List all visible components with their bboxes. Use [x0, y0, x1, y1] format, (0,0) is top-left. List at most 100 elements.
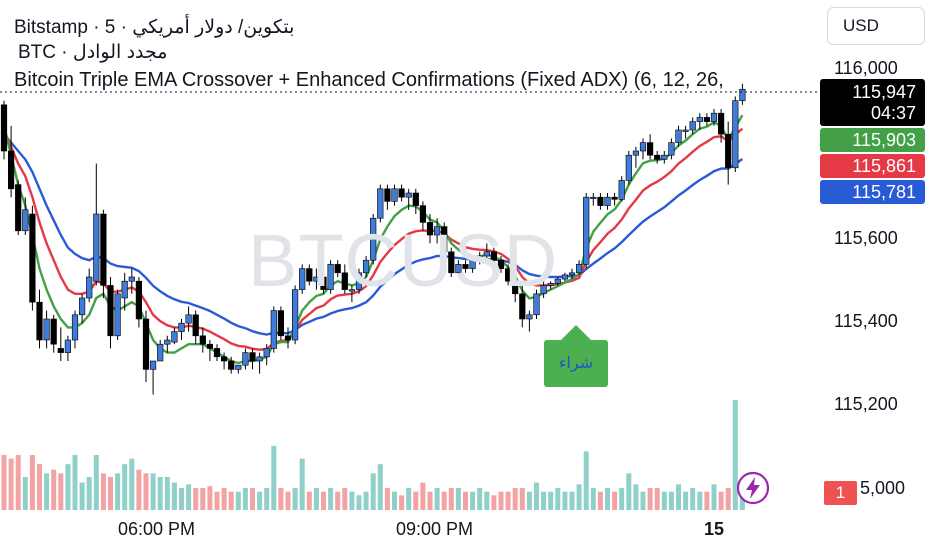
volume-bar [512, 488, 518, 510]
candle-body [284, 335, 292, 341]
candle [355, 268, 363, 294]
lightning-icon[interactable] [736, 471, 770, 505]
volume-bar [207, 486, 213, 510]
candle [661, 151, 668, 164]
candle-body [334, 264, 341, 274]
candle-body [426, 222, 434, 236]
candle-body [462, 264, 469, 269]
candle [0, 100, 8, 160]
candle [79, 293, 86, 324]
indicator-title[interactable]: Bitcoin Triple EMA Crossover + Enhanced … [14, 69, 724, 91]
candle-body [178, 322, 185, 332]
candle [455, 260, 462, 277]
candle-body [142, 318, 150, 370]
candle-body [71, 314, 79, 341]
volume-bar [548, 491, 554, 510]
volume-bar [257, 491, 263, 510]
candle-body [370, 217, 377, 261]
volume-bar [37, 464, 42, 510]
candle-body [242, 352, 249, 366]
volume-bar [498, 491, 504, 510]
y-tick-label: 116,000 [834, 58, 898, 78]
candle-body [100, 213, 107, 286]
volume-bar [519, 488, 525, 510]
candle [384, 184, 391, 210]
candle [150, 360, 157, 395]
volume-bar [285, 491, 291, 510]
candle-body [256, 356, 263, 362]
candle [405, 188, 412, 210]
volume-bar [470, 491, 476, 510]
volume-bar [143, 473, 149, 510]
candle-body [377, 188, 384, 219]
candle [433, 218, 441, 244]
candle [8, 125, 15, 198]
volume-bar [590, 488, 596, 510]
candle-body [547, 282, 554, 286]
candle [590, 193, 597, 206]
candle [93, 163, 100, 286]
candle [682, 125, 689, 139]
volume-bar [342, 488, 348, 510]
volume-bar [491, 495, 497, 510]
last-price-label: 115,947 04:37 [820, 79, 925, 126]
volume-bar [526, 491, 532, 510]
candle-body [639, 142, 647, 152]
symbol-header[interactable]: Bitstamp · 5 · بتكوين/ دولار أمريكي [14, 17, 295, 38]
volume-bar [427, 491, 433, 510]
volume-bar [619, 488, 625, 510]
x-tick-label: 15 [704, 519, 725, 539]
volume-bar [370, 473, 376, 510]
candle-body [604, 196, 611, 206]
currency-button[interactable]: USD [827, 7, 925, 45]
candle-body [43, 318, 50, 341]
volume-bar [697, 491, 703, 510]
ema-fast-label: 115,903 [820, 128, 925, 152]
candle-body [157, 343, 164, 362]
candle-body [348, 289, 356, 292]
candle [128, 268, 135, 294]
candle [15, 180, 22, 235]
candle [654, 151, 661, 164]
candle-body [135, 280, 143, 320]
candle-body [355, 272, 363, 290]
candle-body [150, 360, 157, 370]
candle [618, 176, 625, 202]
candle [717, 109, 725, 143]
candle [164, 335, 171, 353]
volume-bar [605, 488, 610, 510]
candle [512, 277, 519, 303]
candle-body [483, 251, 490, 257]
candle [412, 188, 419, 214]
volume-bar [1, 455, 7, 510]
candle-body [228, 360, 235, 370]
candle [739, 83, 746, 105]
x-tick-label: 09:00 PM [396, 519, 474, 539]
candle [526, 310, 533, 332]
candle-body [263, 348, 270, 358]
candle [320, 272, 327, 294]
candle-body [533, 293, 540, 316]
volume-bar [384, 488, 390, 510]
candle [490, 247, 498, 265]
volume-bar [406, 488, 412, 510]
volume-bar [626, 473, 632, 510]
candle-body [519, 293, 526, 320]
candle [398, 184, 405, 202]
candle-body [50, 318, 57, 345]
volume-bar [668, 491, 674, 510]
y-tick-label: 5,000 [860, 478, 906, 498]
candle-body [419, 205, 427, 223]
candle-body [583, 196, 590, 265]
candle-body [121, 280, 128, 299]
volume-bar [171, 482, 177, 510]
candle-body [611, 196, 618, 200]
candle [114, 289, 121, 340]
candle [100, 209, 107, 298]
candle-body [646, 142, 654, 156]
volume-bar [65, 464, 71, 510]
candles [0, 83, 746, 395]
candle [86, 268, 93, 303]
volume-bar [477, 488, 483, 510]
